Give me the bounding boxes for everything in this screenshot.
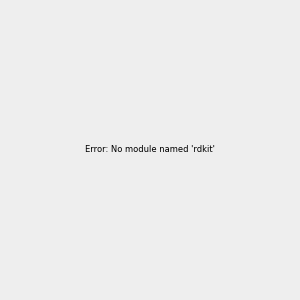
Text: Error: No module named 'rdkit': Error: No module named 'rdkit' [85,146,215,154]
